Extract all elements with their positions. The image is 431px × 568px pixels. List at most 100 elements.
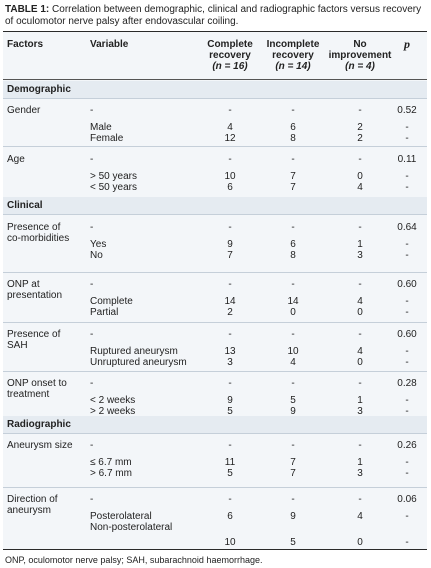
incomplete-recovery-cell: 6 (290, 122, 296, 133)
incomplete-recovery-cell: - (291, 105, 295, 116)
p-value-cell: 0.64 (397, 222, 417, 233)
p-value-cell: - (405, 457, 409, 468)
p-value-cell: - (405, 406, 409, 417)
complete-recovery-cell: 7 (227, 250, 233, 261)
variable-cell: - (90, 222, 94, 233)
header-none-n: (n = 4) (345, 61, 375, 72)
complete-recovery-cell: 10 (224, 537, 236, 548)
complete-recovery-cell: 4 (227, 122, 233, 133)
section-demographic: Demographic (7, 84, 71, 95)
p-value-cell: 0.52 (397, 105, 417, 116)
header-complete-line1: Complete (207, 39, 253, 50)
header-p: p (404, 37, 410, 51)
factor-label: Presence of (7, 222, 61, 233)
no-improvement-cell: - (358, 494, 362, 505)
factor-label: Direction of (7, 494, 58, 505)
incomplete-recovery-cell: 14 (287, 296, 299, 307)
variable-cell: Ruptured aneurysm (90, 346, 178, 357)
variable-cell: No (90, 250, 103, 261)
incomplete-recovery-cell: 10 (287, 346, 299, 357)
p-value-cell: - (405, 537, 409, 548)
variable-cell: - (90, 279, 94, 290)
p-value-cell: 0.60 (397, 329, 417, 340)
header-divider (3, 79, 427, 80)
factor-label: Gender (7, 105, 41, 116)
complete-recovery-cell: - (228, 329, 232, 340)
variable-cell: < 2 weeks (90, 395, 136, 406)
p-value-cell: - (405, 307, 409, 318)
complete-recovery-cell: 5 (227, 468, 233, 479)
variable-cell: Complete (90, 296, 133, 307)
separator (3, 272, 427, 273)
variable-cell: - (90, 329, 94, 340)
variable-cell: > 2 weeks (90, 406, 136, 417)
no-improvement-cell: 4 (357, 296, 363, 307)
header-complete-n: (n = 16) (212, 61, 248, 72)
section-band-demographic (3, 81, 427, 98)
p-value-cell: 0.11 (397, 154, 417, 165)
variable-cell: Unruptured aneurysm (90, 357, 187, 368)
p-value-cell: 0.60 (397, 279, 417, 290)
factor-label: ONP onset to (7, 378, 67, 389)
incomplete-recovery-cell: 8 (290, 250, 296, 261)
header-none-line1: No (353, 39, 367, 50)
no-improvement-cell: - (358, 440, 362, 451)
incomplete-recovery-cell: 8 (290, 133, 296, 144)
variable-cell: Female (90, 133, 124, 144)
factor-label-line2: treatment (7, 389, 50, 400)
no-improvement-cell: 3 (357, 250, 363, 261)
variable-cell: > 6.7 mm (90, 468, 132, 479)
no-improvement-cell: 1 (357, 457, 363, 468)
incomplete-recovery-cell: 9 (290, 511, 296, 522)
complete-recovery-cell: 11 (224, 457, 236, 468)
section-band-clinical (3, 197, 427, 214)
incomplete-recovery-cell: 7 (290, 457, 296, 468)
header-incomplete-line2: recovery (272, 50, 314, 61)
incomplete-recovery-cell: 5 (290, 537, 296, 548)
complete-recovery-cell: 3 (227, 357, 233, 368)
complete-recovery-cell: 12 (224, 133, 236, 144)
no-improvement-cell: 0 (357, 537, 363, 548)
separator (3, 487, 427, 488)
complete-recovery-cell: 5 (227, 406, 233, 417)
variable-cell: < 50 years (90, 182, 137, 193)
incomplete-recovery-cell: 7 (290, 182, 296, 193)
incomplete-recovery-cell: - (291, 222, 295, 233)
separator (3, 371, 427, 372)
header-incomplete-line1: Incomplete (266, 39, 320, 50)
variable-cell: - (90, 105, 94, 116)
no-improvement-cell: 2 (357, 133, 363, 144)
complete-recovery-cell: - (228, 154, 232, 165)
no-improvement-cell: 3 (357, 468, 363, 479)
incomplete-recovery-cell: - (291, 279, 295, 290)
no-improvement-cell: 4 (357, 182, 363, 193)
variable-cell: Posterolateral (90, 511, 152, 522)
data-table: Factors Variable Complete recovery (n = … (3, 31, 427, 550)
p-value-cell: - (405, 468, 409, 479)
factor-label: Age (7, 154, 25, 165)
separator (3, 146, 427, 147)
no-improvement-cell: - (358, 378, 362, 389)
p-value-cell: - (405, 182, 409, 193)
variable-cell: - (90, 440, 94, 451)
p-value-cell: - (405, 239, 409, 250)
complete-recovery-cell: - (228, 494, 232, 505)
factor-label: Aneurysm size (7, 440, 73, 451)
incomplete-recovery-cell: - (291, 378, 295, 389)
complete-recovery-cell: 2 (227, 307, 233, 318)
incomplete-recovery-cell: 7 (290, 171, 296, 182)
variable-cell: Partial (90, 307, 119, 318)
p-value-cell: - (405, 511, 409, 522)
incomplete-recovery-cell: 6 (290, 239, 296, 250)
no-improvement-cell: 2 (357, 122, 363, 133)
complete-recovery-cell: 6 (227, 511, 233, 522)
p-value-cell: - (405, 171, 409, 182)
complete-recovery-cell: 14 (224, 296, 236, 307)
p-value-cell: - (405, 296, 409, 307)
p-value-cell: - (405, 357, 409, 368)
no-improvement-cell: - (358, 329, 362, 340)
caption-text: Correlation between demographic, clinica… (5, 4, 422, 27)
separator (3, 214, 427, 215)
complete-recovery-cell: - (228, 440, 232, 451)
section-clinical: Clinical (7, 200, 43, 211)
